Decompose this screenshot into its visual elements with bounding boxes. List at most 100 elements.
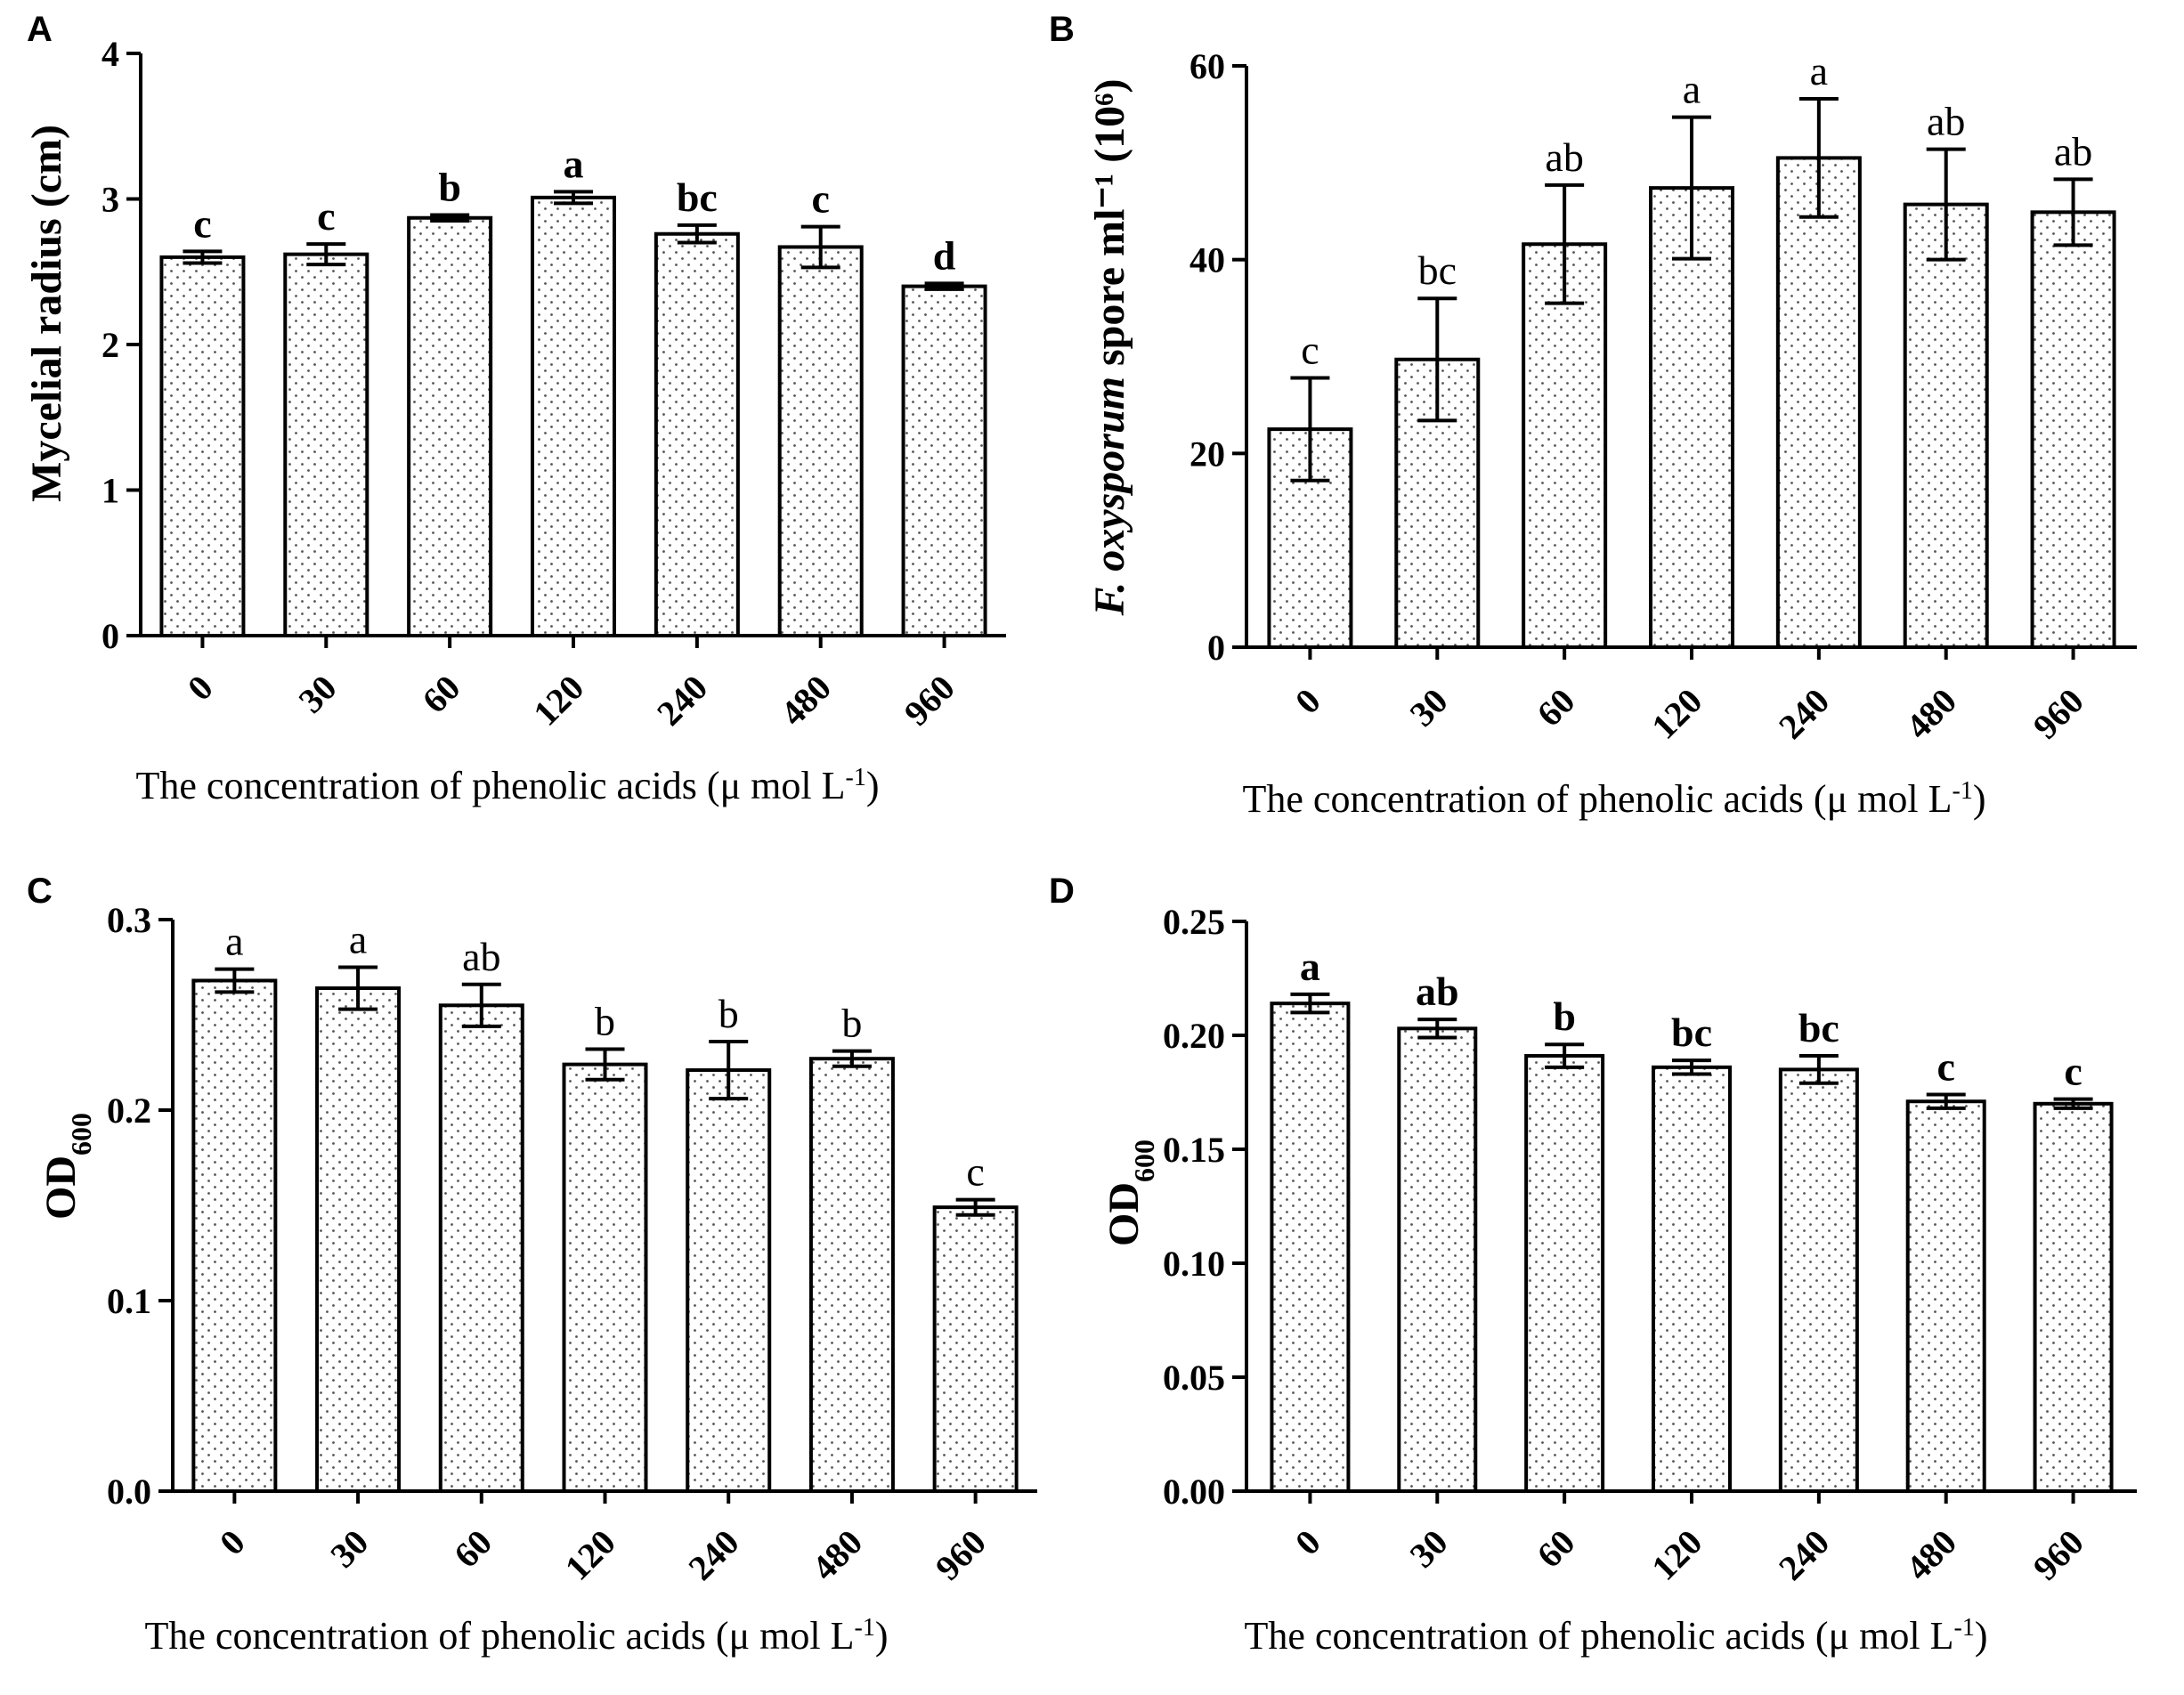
- panel-b-ylabel-rest: spore ml⁻¹ (10⁶): [1086, 78, 1133, 377]
- panel-a: A Mycelial radius (cm) 0 1 2 3 4 c 0 c 30 b 60 a 120…: [23, 10, 1006, 807]
- panel-b-sig-label: bc: [1418, 247, 1457, 293]
- panel-a-category-label: 60: [414, 668, 467, 721]
- panel-d: D OD600 0.00 0.05 0.10 0.15 0.20 0.25 a 0 ab 30 b 6…: [1049, 872, 2137, 1658]
- panel-c-sig-label: b: [595, 999, 615, 1044]
- panel-d-bar: [2033, 1101, 2114, 1494]
- panel-d-ytick-label: 0.25: [1163, 902, 1225, 942]
- panel-b-plot: 0 20 40 60 c 0 bc 30 ab 60 a 120 a 240 ab 480 ab 960: [1189, 46, 2137, 747]
- panel-b-bar: [1522, 242, 1608, 649]
- panel-b-ylabel-italic: F. oxysporum: [1086, 377, 1133, 617]
- panel-c-ytick-label: 0.2: [107, 1091, 151, 1131]
- panel-c-plot: 0.0 0.1 0.2 0.3 a 0 a 30 ab 60 b 120 b 240 b 480 c 960: [107, 900, 1037, 1588]
- panel-a-category-label: 0: [180, 668, 221, 709]
- panel-c-bar: [562, 1062, 648, 1493]
- panel-a-ylabel: Mycelial radius (cm): [23, 125, 70, 502]
- panel-d-plot: 0.00 0.05 0.10 0.15 0.20 0.25 a 0 ab 30 b 60 bc 120 bc…: [1163, 902, 2137, 1588]
- panel-c-sig-label: b: [719, 991, 739, 1036]
- panel-b-ytick-label: 60: [1189, 46, 1225, 86]
- panel-d-category-label: 240: [1771, 1522, 1837, 1588]
- panel-b-bar: [2030, 210, 2116, 649]
- panel-b-sig-label: a: [1810, 48, 1828, 93]
- panel-a-plot: 0 1 2 3 4 c 0 c 30 b 60 a 120 bc 240 c 480 d 960: [101, 34, 1006, 734]
- panel-a-category-label: 960: [897, 668, 962, 734]
- panel-d-ylabel: OD600: [1100, 1139, 1160, 1246]
- panel-a-category-label: 480: [773, 668, 839, 734]
- panel-d-sig-label: c: [1937, 1044, 1955, 1090]
- panel-b-xlabel: The concentration of phenolic acids (μ m…: [1243, 777, 1986, 822]
- panel-c-sig-label: c: [966, 1149, 984, 1195]
- panel-d-category-label: 30: [1402, 1522, 1456, 1576]
- panel-a-bar: [654, 231, 740, 637]
- panel-c-category-label: 0: [212, 1522, 253, 1563]
- panel-a-ytick-label: 3: [101, 180, 119, 220]
- panel-d-ytick-label: 0.20: [1163, 1016, 1225, 1056]
- panel-b-category-label: 960: [2026, 681, 2091, 747]
- panel-d-ytick-label: 0.10: [1163, 1244, 1225, 1284]
- panel-d-bar: [1905, 1099, 1986, 1493]
- panel-c-bar: [191, 978, 278, 1493]
- panel-d-bar: [1524, 1054, 1605, 1494]
- panel-b-category-label: 120: [1644, 681, 1709, 747]
- panel-a-ytick-label: 1: [101, 471, 119, 511]
- panel-a-sig-label: c: [193, 200, 211, 246]
- panel-b-ytick-label: 40: [1189, 240, 1225, 280]
- panel-a-bar: [531, 195, 616, 638]
- panel-c-category-label: 30: [322, 1522, 376, 1576]
- panel-c-xlabel: The concentration of phenolic acids (μ m…: [145, 1614, 889, 1659]
- panel-c-category-label: 960: [928, 1522, 994, 1588]
- panel-b-category-label: 480: [1898, 681, 1964, 747]
- panel-a-sig-label: bc: [677, 174, 718, 220]
- panel-a-category-label: 240: [649, 668, 715, 734]
- panel-a-sig-label: c: [812, 176, 830, 222]
- panel-d-category-label: 480: [1898, 1522, 1964, 1588]
- panel-d-sig-label: c: [2064, 1049, 2082, 1094]
- panel-d-sig-label: ab: [1416, 969, 1459, 1014]
- panel-c: C OD600 0.0 0.1 0.2 0.3 a 0 a 30 ab 60 b 120 b 240 b 48…: [27, 872, 1037, 1658]
- panel-d-ytick-label: 0.15: [1163, 1130, 1225, 1170]
- panel-a-bar: [777, 245, 864, 637]
- panel-c-sig-label: a: [225, 919, 243, 964]
- panel-c-ylabel: OD600: [37, 1113, 97, 1220]
- panel-b-category-label: 0: [1287, 681, 1328, 722]
- panel-b-bar: [1903, 202, 1989, 650]
- panel-b-bar: [1775, 156, 1862, 649]
- panel-d-category-label: 60: [1529, 1522, 1582, 1576]
- panel-c-ytick-label: 0.0: [107, 1472, 151, 1512]
- panel-a-ytick-label: 4: [101, 34, 119, 74]
- panel-d-sig-label: a: [1300, 944, 1320, 989]
- panel-letter-b: B: [1049, 10, 1075, 49]
- panel-c-ytick-label: 0.1: [107, 1281, 151, 1321]
- panel-a-category-label: 30: [291, 668, 345, 721]
- panel-c-category-label: 120: [557, 1522, 623, 1588]
- panel-letter-c: C: [27, 872, 53, 911]
- panel-d-bar: [1397, 1026, 1478, 1493]
- panel-letter-d: D: [1049, 872, 1075, 911]
- panel-b-category-label: 240: [1771, 681, 1837, 747]
- panel-b-ytick-label: 0: [1207, 628, 1225, 668]
- panel-b-sig-label: ab: [2054, 128, 2092, 174]
- panel-c-sig-label: b: [841, 1001, 862, 1046]
- panel-c-ytick-label: 0.3: [107, 900, 151, 940]
- panel-d-ytick-label: 0.05: [1163, 1358, 1225, 1398]
- panel-d-bar: [1270, 1002, 1351, 1494]
- panel-a-sig-label: d: [933, 232, 956, 278]
- panel-b-ytick-label: 20: [1189, 434, 1225, 474]
- panel-d-category-label: 0: [1287, 1522, 1328, 1563]
- panel-d-sig-label: bc: [1671, 1010, 1712, 1055]
- panel-b-category-label: 30: [1402, 681, 1456, 734]
- panel-b-sig-label: ab: [1545, 134, 1583, 180]
- panel-c-category-label: 240: [680, 1522, 746, 1588]
- panel-b-sig-label: a: [1683, 67, 1701, 112]
- panel-d-category-label: 120: [1644, 1522, 1709, 1588]
- panel-c-bar: [438, 1003, 524, 1494]
- panel-c-bar: [932, 1205, 1019, 1493]
- panel-a-sig-label: b: [438, 164, 461, 209]
- panel-c-bar: [808, 1057, 895, 1493]
- panel-a-bar: [407, 215, 493, 637]
- panel-b-sig-label: c: [1301, 327, 1319, 372]
- panel-c-bar: [315, 986, 402, 1494]
- panel-a-bar: [159, 255, 246, 637]
- panel-a-category-label: 120: [525, 668, 591, 734]
- panel-b-ylabel: F. oxysporum spore ml⁻¹ (10⁶): [1086, 78, 1133, 616]
